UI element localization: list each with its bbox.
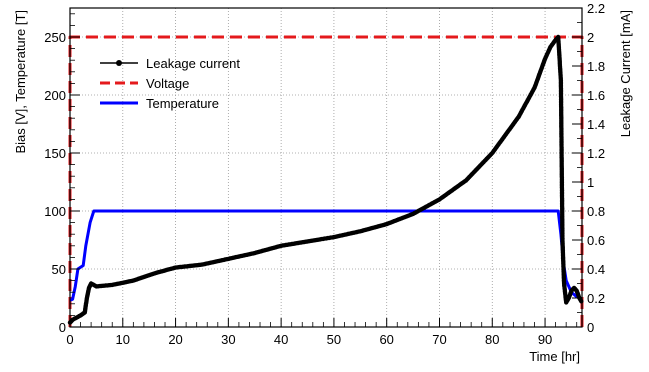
y-right-tick-label: 1.8	[587, 59, 605, 74]
y-right-tick-label: 0.4	[587, 262, 605, 277]
legend: Leakage current Voltage Temperature	[100, 56, 240, 111]
x-tick-label: 10	[116, 332, 130, 347]
y-left-tick-label: 50	[52, 262, 66, 277]
y-right-tick-label: 2.2	[587, 1, 605, 16]
leakage-point	[579, 299, 584, 304]
leakage-current-markers	[67, 34, 584, 325]
axis-ticks: 0 10 20 30 40 50 60 70 80 90 0 50 100 150 200 250 0 0.2 0.…	[44, 1, 605, 347]
y-left-tick-label: 200	[44, 88, 66, 103]
x-tick-label: 90	[538, 332, 552, 347]
x-tick-label: 80	[485, 332, 499, 347]
y-left-axis-title: Bias [V], Temperature [T]	[13, 10, 28, 154]
x-tick-label: 40	[274, 332, 288, 347]
y-left-tick-label: 100	[44, 204, 66, 219]
legend-marker-leakage-current	[116, 60, 122, 66]
y-right-tick-label: 1.6	[587, 88, 605, 103]
y-right-tick-label: 0.2	[587, 291, 605, 306]
x-tick-label: 0	[66, 332, 73, 347]
y-right-tick-label: 0.6	[587, 233, 605, 248]
y-left-tick-label: 150	[44, 146, 66, 161]
y-right-tick-label: 0	[587, 320, 594, 335]
x-axis-title: Time [hr]	[529, 349, 580, 364]
x-tick-label: 30	[221, 332, 235, 347]
y-left-tick-label: 250	[44, 30, 66, 45]
y-right-tick-label: 2	[587, 30, 594, 45]
y-right-tick-label: 1	[587, 175, 594, 190]
legend-label-leakage-current: Leakage current	[146, 56, 240, 71]
y-right-tick-label: 1.2	[587, 146, 605, 161]
x-tick-label: 20	[168, 332, 182, 347]
x-tick-label: 60	[379, 332, 393, 347]
y-right-tick-label: 1.4	[587, 117, 605, 132]
legend-label-voltage: Voltage	[146, 76, 189, 91]
y-right-axis-title: Leakage Current [mA]	[618, 10, 633, 137]
series-temperature	[69, 209, 583, 302]
x-tick-label: 70	[432, 332, 446, 347]
legend-label-temperature: Temperature	[146, 96, 219, 111]
x-tick-label: 50	[327, 332, 341, 347]
y-right-tick-label: 0.8	[587, 204, 605, 219]
y-left-tick-label: 0	[59, 320, 66, 335]
